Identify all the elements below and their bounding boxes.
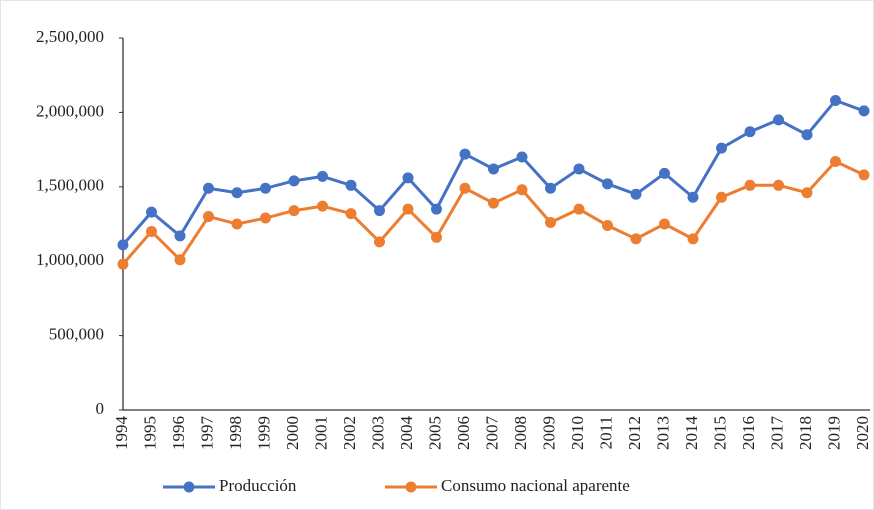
x-tick-label: 1996 [169,416,188,450]
y-tick-label: 0 [96,399,105,418]
x-tick-label: 2013 [653,416,672,450]
x-tick-label: 2014 [682,416,701,451]
y-tick-label: 1,500,000 [36,176,104,195]
point [317,170,328,182]
x-tick-label: 2018 [796,416,815,450]
point [687,233,699,245]
y-tick-label: 1,000,000 [36,250,104,269]
point [459,148,471,160]
point [545,217,556,229]
point [630,233,642,245]
point [801,187,813,199]
point [630,188,642,200]
point [744,126,756,138]
point [545,182,556,194]
x-tick-label: 2001 [311,416,330,450]
point [830,156,841,168]
x-tick-label: 1995 [140,416,159,450]
point [687,191,699,203]
y-tick-label: 2,000,000 [36,101,104,120]
point [773,179,784,191]
point [516,151,528,163]
x-tick-label: 2002 [340,416,359,450]
point [801,129,813,141]
point [744,179,756,191]
point [231,218,243,230]
x-tick-label: 2008 [511,416,530,450]
point [573,203,585,215]
x-tick-label: 2010 [568,416,587,450]
point [231,187,243,199]
point [174,230,186,242]
point [431,203,442,215]
point [117,239,129,251]
point [602,178,613,190]
point [402,203,414,215]
point [402,172,414,184]
point [431,231,442,243]
point [174,254,186,266]
point [773,114,784,126]
point [602,219,613,231]
x-tick-label: 2012 [625,416,644,450]
point [203,211,214,223]
point [716,191,727,203]
point [146,206,157,218]
x-tick-label: 2006 [454,416,473,450]
point [374,236,385,248]
point [345,208,357,220]
y-tick-label: 2,500,000 [36,27,104,46]
legend-marker [405,481,417,493]
point [488,163,499,175]
y-tick-label: 500,000 [49,325,104,344]
legend-marker [183,481,195,493]
point [716,142,727,154]
point [488,197,499,209]
point [858,169,870,181]
x-tick-label: 2016 [739,416,758,450]
x-tick-label: 2000 [283,416,302,450]
legend-label: Producción [219,476,297,495]
point [203,182,214,194]
point [288,205,300,217]
point [830,94,841,106]
x-tick-label: 2004 [397,416,416,451]
x-tick-label: 2009 [539,416,558,450]
point [288,175,300,187]
point [317,200,328,212]
point [374,205,385,217]
point [146,225,157,237]
x-tick-label: 1999 [254,416,273,450]
point [516,184,528,196]
x-tick-label: 1994 [112,416,131,451]
point [459,182,471,194]
x-tick-label: 2003 [368,416,387,450]
point [858,105,870,117]
x-tick-label: 2017 [767,416,786,451]
x-tick-label: 2007 [482,416,501,451]
x-tick-label: 2005 [425,416,444,450]
point [659,167,670,179]
x-tick-label: 2020 [853,416,872,450]
x-tick-label: 2019 [824,416,843,450]
point [345,179,357,191]
point [659,218,670,230]
point [260,212,271,224]
legend-label: Consumo nacional aparente [441,476,630,495]
x-tick-label: 1997 [197,416,216,451]
x-tick-label: 2011 [596,416,615,449]
x-tick-label: 2015 [710,416,729,450]
point [260,182,271,194]
point [573,163,585,175]
x-tick-label: 1998 [226,416,245,450]
point [117,258,129,270]
